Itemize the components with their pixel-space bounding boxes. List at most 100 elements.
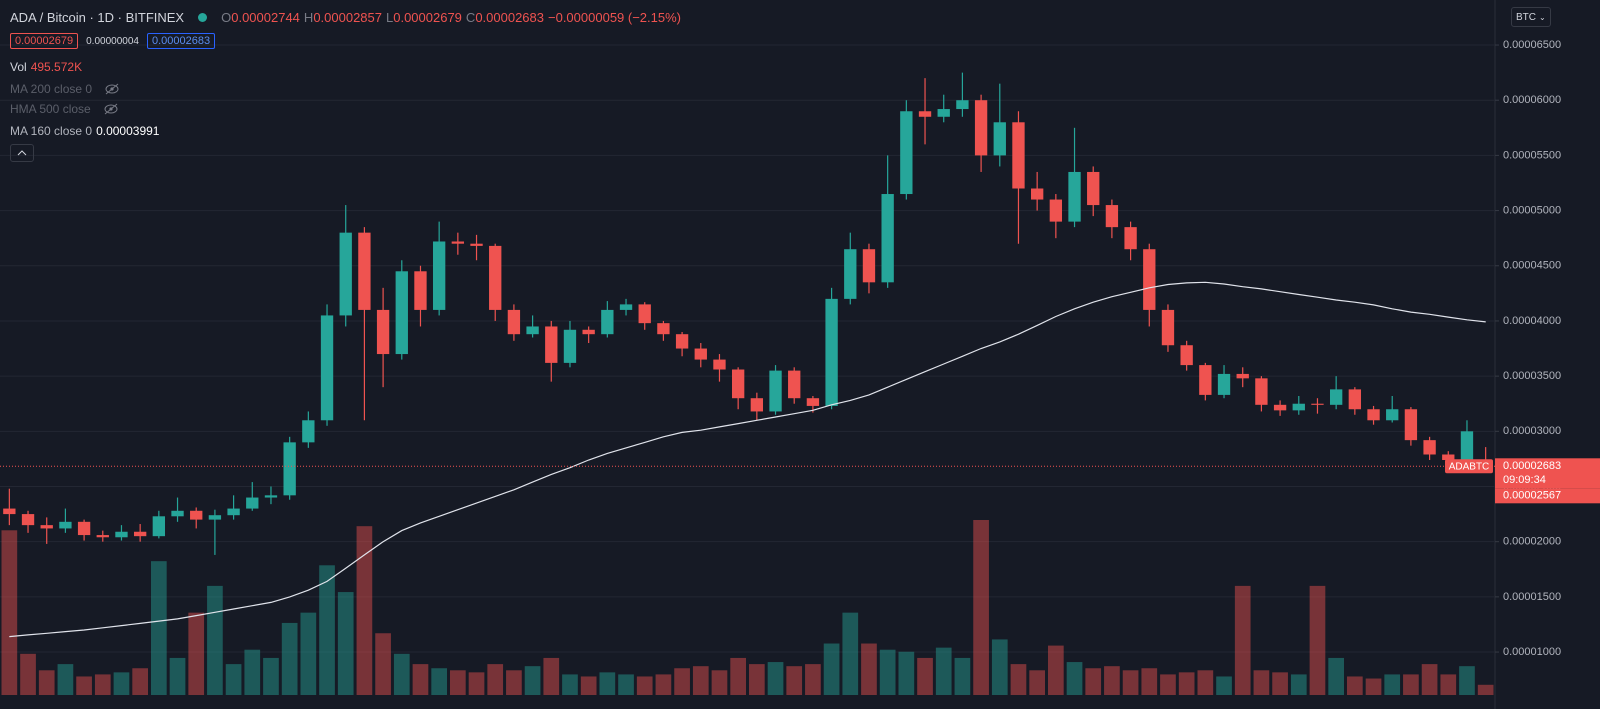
candle-body	[731, 369, 745, 399]
hidden-icon[interactable]	[104, 83, 120, 95]
volume-bar	[1122, 670, 1139, 695]
candle-body	[1049, 199, 1063, 222]
candle-body	[582, 329, 595, 335]
candle-body	[208, 515, 222, 520]
volume-bar	[823, 643, 840, 695]
volume-bar	[562, 674, 578, 695]
candle-body	[526, 326, 539, 335]
volume-bar	[599, 672, 616, 695]
candle-body	[320, 315, 334, 421]
volume-bar	[1066, 662, 1083, 695]
candle-body	[1404, 409, 1418, 441]
candle-body	[1255, 378, 1268, 405]
candle-body	[1329, 389, 1343, 405]
candle-body	[96, 535, 109, 538]
candle-body	[601, 309, 614, 335]
volume-bar	[1290, 674, 1307, 695]
candle-body	[563, 329, 577, 363]
volume-bar	[1048, 645, 1064, 695]
candle-body	[881, 194, 894, 283]
candle-body	[77, 521, 91, 536]
candle-body	[1423, 440, 1436, 455]
volume-bar	[356, 526, 373, 695]
candle-body	[788, 370, 801, 399]
y-tick-label: 0.00002000	[1503, 536, 1561, 548]
volume-bar	[412, 664, 429, 695]
candle-body	[1012, 122, 1025, 189]
candle-body	[1030, 188, 1044, 200]
candle-body	[246, 497, 259, 509]
volume-bar	[749, 664, 765, 695]
volume-bar	[917, 657, 933, 695]
y-tick-label: 0.00001000	[1503, 646, 1561, 658]
volume-bar	[524, 666, 541, 695]
volume-bar	[431, 668, 447, 695]
volume-bar	[973, 520, 989, 695]
candle-body	[1087, 171, 1100, 206]
indicator-name: HMA 500 close	[10, 102, 91, 116]
price-tag-bg	[1495, 458, 1600, 489]
candle-body	[993, 122, 1006, 156]
currency-button[interactable]: BTC ⌄	[1511, 7, 1551, 27]
candle-body	[152, 516, 166, 537]
candle-body	[40, 525, 53, 529]
candle-body	[956, 100, 969, 110]
volume-bar	[57, 664, 74, 695]
hidden-icon[interactable]	[103, 103, 119, 115]
volume-bar	[151, 561, 167, 695]
volume-bar	[188, 612, 205, 695]
ask[interactable]: 0.00002683	[146, 33, 216, 49]
candle-body	[227, 508, 240, 516]
candle-body	[133, 531, 147, 537]
candle-body	[115, 531, 128, 538]
volume-bar	[1421, 664, 1438, 695]
volume-bar	[506, 670, 522, 695]
volume-bar	[1160, 674, 1176, 695]
candle-body	[1292, 403, 1305, 411]
volume-bar	[805, 664, 821, 695]
candle-body	[358, 232, 371, 310]
candle-body	[302, 420, 315, 443]
candle-body	[489, 245, 502, 310]
volume-bar	[786, 666, 803, 695]
volume-bar	[1309, 585, 1326, 695]
volume-bar	[1197, 670, 1214, 695]
candle-body	[1124, 227, 1137, 250]
candle-body	[414, 271, 427, 310]
candle-body	[769, 370, 782, 412]
volume-bar	[20, 653, 36, 695]
candle-body	[190, 510, 203, 520]
volume-bar	[1477, 684, 1494, 695]
vol-value: 495.572K	[30, 60, 83, 74]
ohlc-label: O	[221, 10, 232, 25]
volume-bar	[94, 674, 111, 695]
candle-body	[1273, 404, 1287, 411]
ohlc-label: C	[465, 10, 476, 25]
candle-body	[713, 359, 726, 370]
change: −0.00000059 (−2.15%)	[548, 10, 681, 25]
candle-body	[1442, 454, 1455, 461]
symbol-title: ADA / Bitcoin · 1D · BITFINEX	[10, 10, 185, 25]
candle-body	[507, 309, 521, 335]
y-tick-label: 0.00005500	[1503, 149, 1561, 161]
candle-body	[470, 243, 483, 246]
candle-body	[1386, 409, 1399, 421]
bid[interactable]: 0.00002679	[10, 33, 79, 49]
volume-bar	[618, 674, 634, 695]
ohlc-value: 0.00002857	[313, 10, 382, 25]
candle-body	[638, 304, 651, 324]
volume-bar	[38, 670, 55, 695]
collapse-button[interactable]	[10, 144, 34, 162]
candle-body	[59, 521, 72, 529]
volume-bar	[935, 647, 952, 695]
volume-bar	[487, 664, 504, 695]
candle-body	[937, 109, 950, 117]
candle-body	[900, 111, 913, 195]
candle-body	[1199, 365, 1212, 395]
indicator-row: MA 200 close 0	[10, 82, 120, 96]
countdown: 09:09:34	[1503, 474, 1546, 486]
volume-bar	[1085, 668, 1102, 695]
volume-bar	[861, 643, 877, 695]
ma-line	[9, 281, 1486, 638]
